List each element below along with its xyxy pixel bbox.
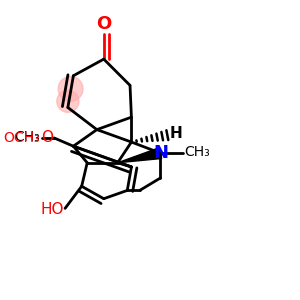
Text: O: O [40, 130, 52, 145]
Text: N: N [154, 144, 169, 162]
Text: O: O [96, 15, 111, 33]
Text: CH₃: CH₃ [184, 145, 210, 159]
Text: H: H [170, 126, 183, 141]
Text: CH₃: CH₃ [14, 130, 40, 144]
Text: OCH₃: OCH₃ [4, 131, 40, 145]
Polygon shape [118, 148, 162, 163]
Text: HO: HO [40, 202, 64, 217]
Circle shape [57, 90, 79, 112]
Circle shape [58, 76, 83, 101]
